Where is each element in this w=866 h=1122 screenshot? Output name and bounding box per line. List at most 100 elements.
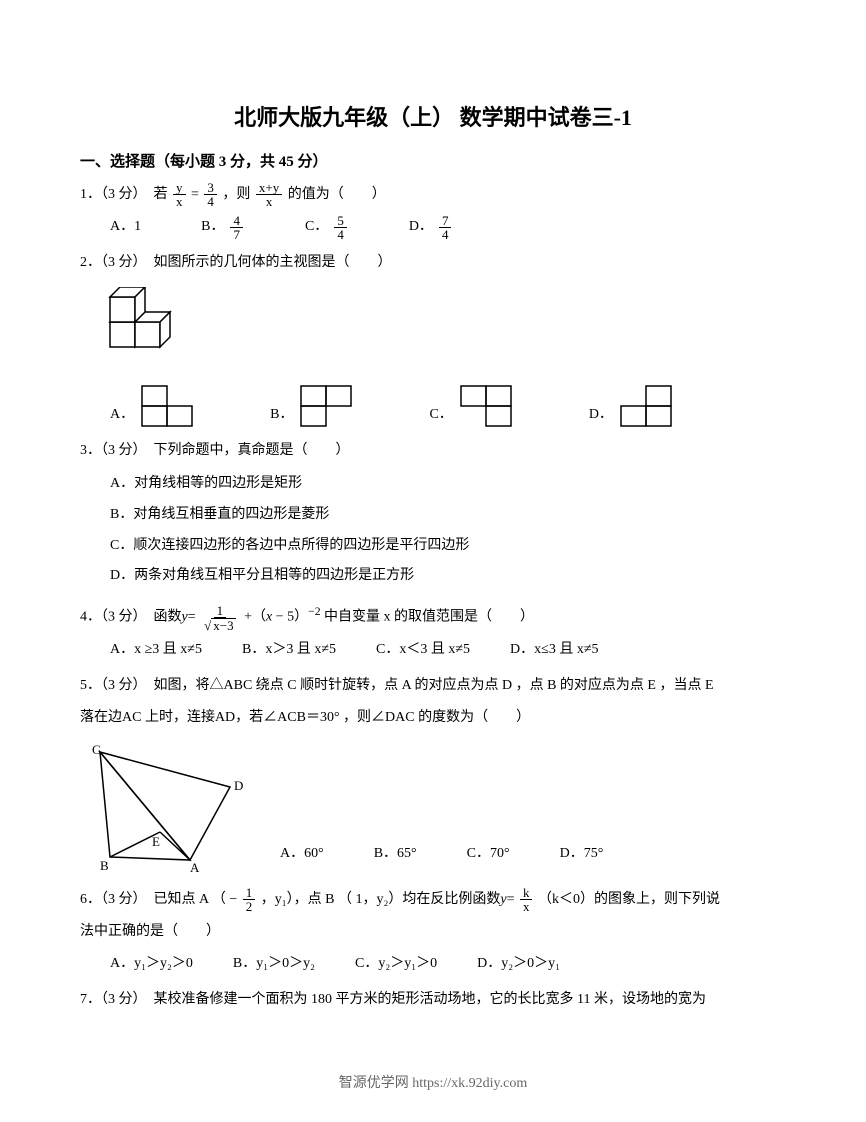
q1-opt-a: A．1: [110, 213, 141, 241]
q3-opt-a: A．对角线相等的四边形是矩形: [80, 469, 786, 500]
frac-den: x: [173, 195, 186, 208]
frac-num: 1: [214, 604, 227, 618]
q2-fig-c: [459, 384, 519, 429]
q6-opt-b: B．y₁＞0＞y₂: [233, 950, 315, 978]
label-a: A: [190, 860, 200, 872]
q4-eq: =: [188, 610, 199, 625]
opt-c-label: C．: [429, 401, 452, 429]
q4-plus: +（: [244, 610, 266, 625]
q3-text: 3．（3 分） 下列命题中，真命题是（ ）: [80, 437, 786, 465]
sqrt-inner: x−3: [211, 618, 235, 632]
q1-eq: =: [191, 187, 202, 202]
opt-c-label: C．: [305, 213, 328, 241]
q6-mid1: ，y₁），点 B （ 1，y₂）均在反比例函数: [261, 892, 501, 907]
fraction-xy-x: x+y x: [256, 181, 282, 208]
q2-fig-b: [299, 384, 359, 429]
q6-opt-c: C．y₂＞y₁＞0: [355, 950, 437, 978]
page-footer: 智源优学网 https://xk.92diy.com: [0, 1072, 866, 1092]
fraction-4-7: 4 7: [230, 214, 243, 241]
q7-text: 7．（3 分） 某校准备修建一个面积为 180 平方米的矩形活动场地，它的长比宽…: [80, 986, 786, 1014]
opt-a-label: A．: [110, 401, 134, 429]
frac-den: √x−3: [201, 618, 238, 632]
label-e: E: [152, 834, 160, 849]
label-c: C: [92, 742, 101, 757]
question-3: 3．（3 分） 下列命题中，真命题是（ ） A．对角线相等的四边形是矩形 B．对…: [80, 437, 786, 592]
q5-line2: 落在边AC 上时，连接AD，若∠ACB＝30° ，则∠DAC 的度数为（ ）: [80, 704, 786, 732]
q2-opt-a: A．: [110, 384, 200, 429]
q6-opt-d: D．y₂＞0＞y₁: [477, 950, 560, 978]
fraction-3-4: 3 4: [204, 181, 217, 208]
question-2: 2．（3 分） 如图所示的几何体的主视图是（ ） A．: [80, 249, 786, 429]
q2-opt-c: C．: [429, 384, 518, 429]
fraction-sqrt: 1 √x−3: [201, 604, 238, 632]
frac-num: 3: [204, 181, 217, 195]
label-b: B: [100, 858, 109, 872]
page-title: 北师大版九年级（上） 数学期中试卷三-1: [80, 100, 786, 132]
q1-mid: ，则: [222, 187, 250, 202]
q5-row: C D E B A A．60° B．65° C．70° D．75°: [80, 736, 786, 878]
q2-text: 2．（3 分） 如图所示的几何体的主视图是（ ）: [80, 249, 786, 277]
fraction-7-4: 7 4: [439, 214, 452, 241]
q3-opt-b: B．对角线互相垂直的四边形是菱形: [80, 500, 786, 531]
q4-options: A．x ≥3 且 x≠5 B．x＞3 且 x≠5 C．x＜3 且 x≠5 D．x…: [80, 636, 786, 664]
q4-opt-c: C．x＜3 且 x≠5: [376, 636, 470, 664]
question-4: 4．（3 分） 函数y= 1 √x−3 +（x − 5）−2 中自变量 x 的取…: [80, 600, 786, 664]
q6-opt-a: A．y₁＞y₂＞0: [110, 950, 193, 978]
q1-options: A．1 B． 4 7 C． 5 4 D． 7 4: [80, 213, 786, 241]
frac-num: k: [520, 886, 533, 900]
q1-opt-c: C． 5 4: [305, 213, 349, 241]
frac-den: 4: [204, 195, 217, 208]
q2-3d-figure: [100, 287, 190, 367]
q4-opt-a: A．x ≥3 且 x≠5: [110, 636, 202, 664]
q5-line1: 5．（3 分） 如图，将△ABC 绕点 C 顺时针旋转，点 A 的对应点为点 D…: [80, 672, 786, 700]
q5-opt-d: D．75°: [560, 840, 604, 868]
q6-eq: =: [507, 892, 518, 907]
q5-opt-c: C．70°: [467, 840, 510, 868]
q5-options: A．60° B．65° C．70° D．75°: [280, 840, 603, 878]
question-1: 1．（3 分） 若 y x = 3 4 ，则 x+y x 的值为（ ） A．1 …: [80, 181, 786, 241]
q4-opt-b: B．x＞3 且 x≠5: [242, 636, 336, 664]
q2-opt-d: D．: [589, 384, 679, 429]
fraction-5-4: 5 4: [334, 214, 347, 241]
q4-opt-d: D．x≤3 且 x≠5: [510, 636, 598, 664]
opt-d-label: D．: [589, 401, 613, 429]
q4-exp: −2: [308, 605, 320, 618]
question-7: 7．（3 分） 某校准备修建一个面积为 180 平方米的矩形活动场地，它的长比宽…: [80, 986, 786, 1014]
label-d: D: [234, 778, 243, 793]
frac-den: x: [520, 900, 533, 913]
question-5: 5．（3 分） 如图，将△ABC 绕点 C 顺时针旋转，点 A 的对应点为点 D…: [80, 672, 786, 878]
opt-b-label: B．: [270, 401, 293, 429]
frac-num: 5: [334, 214, 347, 228]
frac-num: 4: [230, 214, 243, 228]
q4-prefix: 4．（3 分） 函数: [80, 610, 182, 625]
q5-figure: C D E B A: [90, 742, 250, 872]
q1-text: 1．（3 分） 若 y x = 3 4 ，则 x+y x 的值为（ ）: [80, 181, 786, 209]
frac-den: 2: [243, 900, 256, 913]
q3-opt-c: C．顺次连接四边形的各边中点所得的四边形是平行四边形: [80, 531, 786, 562]
q6-prefix: 6．（3 分） 已知点 A （ −: [80, 892, 237, 907]
q1-prefix: 1．（3 分） 若: [80, 187, 168, 202]
question-6: 6．（3 分） 已知点 A （ − 1 2 ，y₁），点 B （ 1，y₂）均在…: [80, 886, 786, 978]
frac-num: x+y: [256, 181, 282, 195]
opt-d-label: D．: [409, 213, 433, 241]
q1-suffix: 的值为（ ）: [288, 187, 386, 202]
frac-num: 1: [243, 886, 256, 900]
q6-mid2: （k＜0）的图象上，则下列说: [538, 892, 720, 907]
opt-b-label: B．: [201, 213, 224, 241]
fraction-half: 1 2: [243, 886, 256, 913]
q2-fig-a: [140, 384, 200, 429]
q3-opt-d: D．两条对角线互相平分且相等的四边形是正方形: [80, 561, 786, 592]
frac-num: y: [173, 181, 186, 195]
q5-opt-b: B．65°: [374, 840, 417, 868]
q4-suffix: 中自变量 x 的取值范围是（ ）: [324, 610, 534, 625]
q2-opt-b: B．: [270, 384, 359, 429]
frac-den: 4: [334, 228, 347, 241]
frac-num: 7: [439, 214, 452, 228]
frac-den: 4: [439, 228, 452, 241]
fraction-k-x: k x: [520, 886, 533, 913]
q1-opt-b: B． 4 7: [201, 213, 245, 241]
q1-opt-d: D． 7 4: [409, 213, 454, 241]
q2-options: A． B． C．: [80, 384, 786, 429]
q5-opt-a: A．60°: [280, 840, 324, 868]
q6-line2: 法中正确的是（ ）: [80, 918, 786, 946]
